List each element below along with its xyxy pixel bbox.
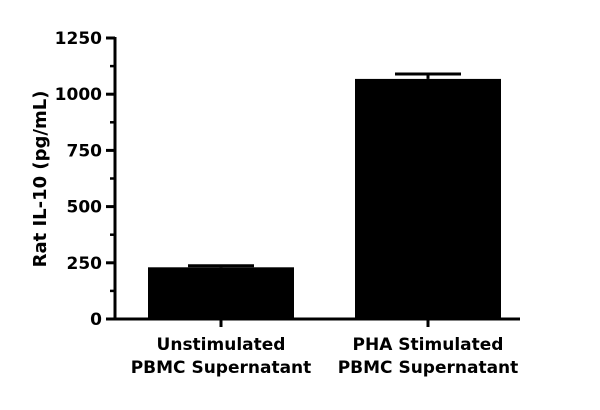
y-axis: 0 250 500 750 1000 1250: [55, 29, 117, 330]
x-category-label: Unstimulated: [157, 335, 286, 355]
x-category-label: PBMC Supernatant: [338, 358, 519, 378]
y-tick-label: 1000: [55, 85, 102, 105]
y-tick-label: 750: [67, 141, 103, 161]
x-category-label: PHA Stimulated: [353, 335, 504, 355]
bar: [148, 267, 294, 319]
x-axis: Unstimulated PBMC Supernatant PHA Stimulat…: [113, 317, 520, 378]
x-category-label: PBMC Supernatant: [131, 358, 312, 378]
y-tick-label: 500: [67, 198, 103, 218]
y-tick-label: 1250: [55, 29, 102, 49]
plot-area: [148, 72, 501, 319]
y-axis-title: Rat IL-10 (pg/mL): [30, 91, 51, 268]
y-tick-label: 250: [67, 254, 103, 274]
y-tick-label: 0: [90, 310, 102, 330]
bar: [355, 78, 501, 319]
